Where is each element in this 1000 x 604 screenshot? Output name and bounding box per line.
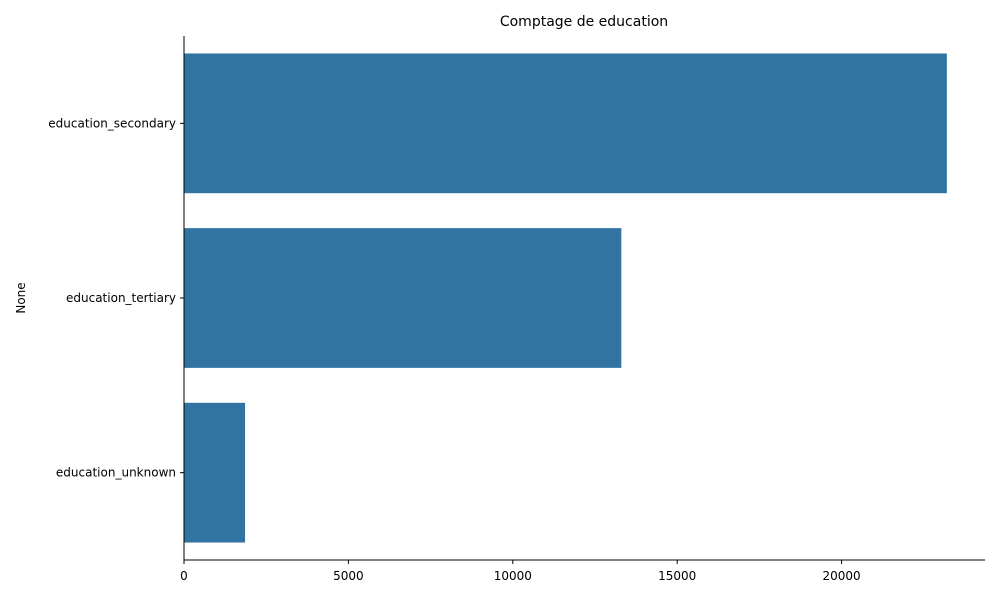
x-tick-label: 5000 — [333, 569, 364, 583]
y-ticks: education_secondary education_tertiaryedu… — [48, 116, 184, 480]
y-tick-label: education_unknown — [56, 466, 176, 480]
y-tick-label: education_tertiary — [66, 291, 176, 305]
x-tick-label: 10000 — [494, 569, 532, 583]
y-tick-label: education_secondary — [48, 116, 176, 130]
x-tick-label: 20000 — [822, 569, 860, 583]
y-axis-label: None — [14, 282, 28, 313]
x-ticks: 0 5000 10000 15000 20000 — [180, 560, 861, 583]
x-tick-label: 0 — [180, 569, 188, 583]
bar-education-tertiary — [184, 228, 622, 368]
bar-education-unknown — [184, 402, 246, 543]
x-tick-label: 15000 — [658, 569, 696, 583]
chart-title: Comptage de education — [500, 14, 668, 30]
bars — [184, 53, 947, 543]
bar-education-secondary — [184, 53, 947, 194]
